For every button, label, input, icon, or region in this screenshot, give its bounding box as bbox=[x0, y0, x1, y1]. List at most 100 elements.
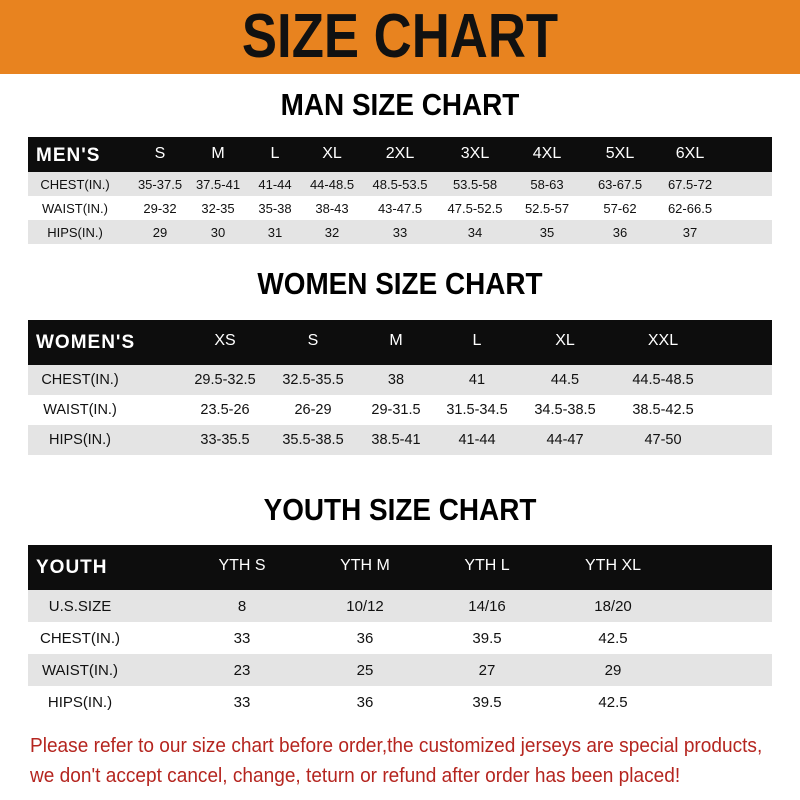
table-cell: 38.5-42.5 bbox=[632, 402, 694, 418]
measurement-label: WAIST(IN.) bbox=[41, 662, 119, 679]
size-header: 4XL bbox=[532, 145, 562, 162]
table-cell: 8 bbox=[237, 598, 247, 615]
notice-line-1: Please refer to our size chart before or… bbox=[30, 734, 763, 757]
table-cell: 34 bbox=[467, 225, 483, 240]
table-cell: 52.5-57 bbox=[524, 201, 570, 216]
measurement-label: U.S.SIZE bbox=[48, 598, 112, 615]
youth-header-row: YOUTH YTH S YTH M YTH L YTH XL bbox=[28, 545, 772, 590]
table-cell: 33 bbox=[233, 694, 251, 711]
table-cell: 43-47.5 bbox=[377, 201, 423, 216]
table-row: HIPS(IN.) 29 30 31 32 33 34 35 36 37 bbox=[28, 220, 772, 244]
table-cell: 44.5-48.5 bbox=[632, 372, 694, 388]
table-row: CHEST(IN.) 35-37.5 37.5-41 41-44 44-48.5 48.5… bbox=[28, 172, 772, 196]
women-header-row: WOMEN'S XS S M L XL XXL bbox=[28, 320, 772, 365]
table-cell: 53.5-58 bbox=[452, 177, 498, 192]
men-header-row: MEN'S S M L XL 2XL 3XL 4XL 5XL 6XL bbox=[28, 137, 772, 172]
table-cell: 39.5 bbox=[472, 630, 502, 647]
table-cell: 58-63 bbox=[530, 177, 564, 192]
size-header: S bbox=[154, 145, 166, 162]
table-row: HIPS(IN.) 33-35.5 35.5-38.5 38.5-41 41-44 44-… bbox=[28, 425, 772, 455]
table-row: CHEST(IN.) 33 36 39.5 42.5 bbox=[28, 622, 772, 654]
table-cell: 47-50 bbox=[644, 432, 682, 448]
table-cell: 23.5-26 bbox=[200, 402, 250, 418]
table-cell: 62-66.5 bbox=[667, 201, 713, 216]
table-cell: 42.5 bbox=[598, 630, 628, 647]
table-cell: 31 bbox=[267, 225, 283, 240]
size-header: 6XL bbox=[675, 145, 705, 162]
size-header: 5XL bbox=[605, 145, 635, 162]
table-cell: 23 bbox=[233, 662, 251, 679]
table-cell: 32.5-35.5 bbox=[282, 372, 344, 388]
table-cell: 26-29 bbox=[294, 402, 332, 418]
size-header: L bbox=[270, 145, 280, 162]
size-header: S bbox=[307, 332, 319, 349]
table-row: WAIST(IN.) 23.5-26 26-29 29-31.5 31.5-34.5 34… bbox=[28, 395, 772, 425]
size-header: YTH M bbox=[340, 557, 390, 574]
table-row: HIPS(IN.) 33 36 39.5 42.5 bbox=[28, 686, 772, 718]
measurement-label: HIPS(IN.) bbox=[47, 694, 113, 711]
size-header: M bbox=[211, 145, 225, 162]
measurement-label: CHEST(IN.) bbox=[40, 630, 120, 647]
table-cell: 38 bbox=[387, 372, 405, 388]
measurement-label: CHEST(IN.) bbox=[40, 177, 110, 192]
table-cell: 29 bbox=[604, 662, 622, 679]
measurement-label: HIPS(IN.) bbox=[48, 432, 112, 448]
table-cell: 42.5 bbox=[598, 694, 628, 711]
table-cell: 29 bbox=[152, 225, 168, 240]
size-header: XXL bbox=[647, 332, 679, 349]
table-cell: 36 bbox=[612, 225, 628, 240]
table-cell: 44.5 bbox=[550, 372, 580, 388]
table-cell: 44-48.5 bbox=[309, 177, 355, 192]
size-header: XL bbox=[555, 332, 575, 349]
table-cell: 25 bbox=[356, 662, 374, 679]
table-cell: 57-62 bbox=[603, 201, 637, 216]
measurement-label: WAIST(IN.) bbox=[43, 402, 117, 418]
men-section-title: MAN SIZE CHART bbox=[280, 87, 520, 122]
table-cell: 32 bbox=[324, 225, 340, 240]
table-cell: 30 bbox=[210, 225, 226, 240]
table-cell: 35-38 bbox=[258, 201, 292, 216]
table-cell: 10/12 bbox=[346, 598, 384, 615]
table-cell: 37.5-41 bbox=[195, 177, 241, 192]
table-cell: 36 bbox=[356, 630, 374, 647]
table-cell: 35.5-38.5 bbox=[282, 432, 344, 448]
size-header: 2XL bbox=[385, 145, 415, 162]
size-header: YTH L bbox=[464, 557, 510, 574]
table-cell: 29-31.5 bbox=[371, 402, 421, 418]
table-cell: 67.5-72 bbox=[667, 177, 713, 192]
table-cell: 39.5 bbox=[472, 694, 502, 711]
table-cell: 27 bbox=[478, 662, 496, 679]
youth-header-label: YOUTH bbox=[36, 557, 108, 578]
table-cell: 35-37.5 bbox=[137, 177, 183, 192]
table-cell: 33-35.5 bbox=[200, 432, 250, 448]
table-cell: 35 bbox=[539, 225, 555, 240]
measurement-label: WAIST(IN.) bbox=[42, 201, 108, 216]
table-cell: 38.5-41 bbox=[371, 432, 421, 448]
banner-title: SIZE CHART bbox=[241, 2, 559, 71]
size-header: L bbox=[472, 332, 482, 349]
table-cell: 41-44 bbox=[458, 432, 496, 448]
table-cell: 36 bbox=[356, 694, 374, 711]
size-header: XL bbox=[322, 145, 342, 162]
table-cell: 38-43 bbox=[315, 201, 349, 216]
table-cell: 41-44 bbox=[258, 177, 292, 192]
table-cell: 47.5-52.5 bbox=[447, 201, 503, 216]
table-cell: 33 bbox=[233, 630, 251, 647]
size-header: XS bbox=[214, 332, 236, 349]
table-cell: 14/16 bbox=[468, 598, 506, 615]
size-chart-banner: SIZE CHART bbox=[0, 0, 800, 74]
men-header-label: MEN'S bbox=[36, 145, 101, 166]
table-row: CHEST(IN.) 29.5-32.5 32.5-35.5 38 41 44.5 44.5… bbox=[28, 365, 772, 395]
notice-line-2: we don't accept cancel, change, teturn o… bbox=[30, 764, 681, 787]
size-header: M bbox=[389, 332, 403, 349]
table-cell: 31.5-34.5 bbox=[446, 402, 508, 418]
table-cell: 29.5-32.5 bbox=[194, 372, 256, 388]
table-cell: 41 bbox=[468, 372, 486, 388]
table-cell: 32-35 bbox=[201, 201, 235, 216]
table-cell: 34.5-38.5 bbox=[534, 402, 596, 418]
youth-section-title: YOUTH SIZE CHART bbox=[263, 492, 537, 527]
measurement-label: CHEST(IN.) bbox=[41, 372, 119, 388]
table-row: U.S.SIZE 8 10/12 14/16 18/20 bbox=[28, 590, 772, 622]
table-cell: 37 bbox=[682, 225, 698, 240]
table-cell: 33 bbox=[392, 225, 408, 240]
